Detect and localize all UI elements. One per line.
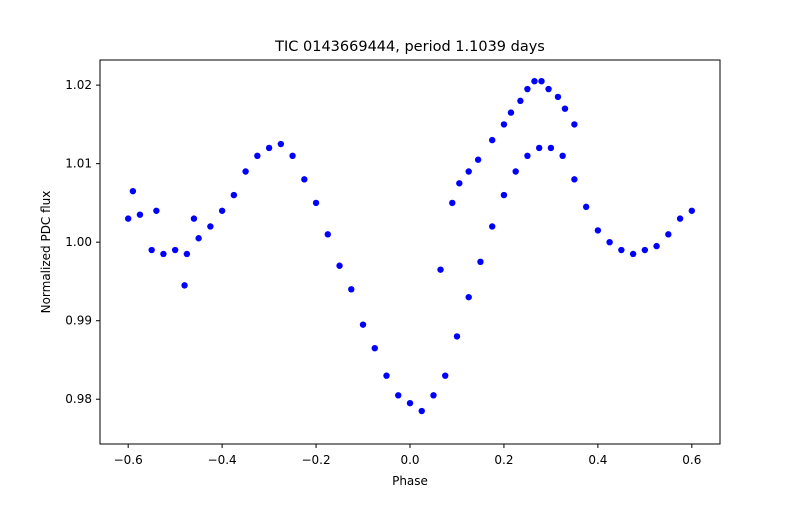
data-point bbox=[430, 392, 437, 399]
data-point bbox=[254, 152, 261, 159]
x-tick-label: 0.6 bbox=[682, 453, 701, 467]
data-point bbox=[465, 293, 472, 301]
data-point bbox=[618, 246, 625, 254]
y-tick-label: 0.98 bbox=[65, 392, 92, 406]
data-point bbox=[465, 168, 472, 175]
data-point bbox=[418, 407, 425, 415]
data-point bbox=[507, 109, 515, 116]
data-point bbox=[571, 121, 578, 128]
data-point bbox=[289, 152, 296, 159]
data-point bbox=[181, 282, 188, 289]
data-point bbox=[535, 144, 543, 152]
data-point bbox=[136, 211, 144, 218]
data-point bbox=[207, 223, 214, 230]
data-point bbox=[524, 85, 531, 93]
data-point bbox=[641, 246, 649, 254]
data-point bbox=[688, 207, 696, 214]
data-point bbox=[676, 215, 684, 222]
data-point bbox=[474, 156, 482, 163]
data-point bbox=[348, 286, 355, 293]
data-point bbox=[195, 235, 202, 242]
data-point bbox=[265, 144, 273, 152]
data-point bbox=[359, 321, 367, 328]
data-point bbox=[477, 258, 484, 266]
data-point bbox=[171, 246, 179, 254]
data-point bbox=[230, 191, 238, 199]
data-point bbox=[277, 140, 285, 148]
data-point bbox=[242, 168, 249, 175]
data-point bbox=[129, 187, 137, 195]
chart-title: TIC 0143669444, period 1.1039 days bbox=[274, 39, 545, 55]
data-point bbox=[606, 238, 613, 246]
y-axis-label: Normalized PDC flux bbox=[39, 191, 53, 314]
x-tick-label: 0.2 bbox=[494, 453, 513, 467]
data-point bbox=[218, 207, 226, 214]
data-point bbox=[406, 399, 414, 407]
data-point bbox=[489, 223, 496, 230]
data-point bbox=[561, 105, 569, 112]
data-point bbox=[124, 215, 132, 222]
data-point bbox=[582, 203, 590, 211]
data-point bbox=[395, 392, 402, 399]
data-point bbox=[324, 231, 331, 238]
y-tick-label: 1.02 bbox=[65, 78, 92, 92]
data-point bbox=[456, 180, 463, 187]
data-point bbox=[500, 191, 508, 199]
data-point bbox=[538, 78, 545, 85]
x-tick-label: −0.4 bbox=[208, 453, 237, 467]
x-tick-label: 0.4 bbox=[588, 453, 607, 467]
data-point bbox=[371, 345, 378, 352]
data-point bbox=[312, 199, 320, 207]
data-point bbox=[512, 168, 519, 175]
data-point bbox=[449, 199, 456, 207]
y-tick-label: 0.99 bbox=[65, 314, 92, 328]
y-tick-label: 1.00 bbox=[65, 235, 92, 249]
data-point bbox=[531, 78, 538, 85]
data-point bbox=[524, 152, 531, 159]
data-point bbox=[489, 136, 496, 144]
data-point bbox=[500, 121, 508, 128]
data-point bbox=[148, 246, 155, 254]
data-point bbox=[665, 231, 672, 238]
data-point bbox=[190, 215, 198, 222]
data-point bbox=[554, 93, 562, 101]
data-point bbox=[442, 372, 449, 379]
x-tick-label: −0.2 bbox=[301, 453, 330, 467]
data-point bbox=[629, 250, 637, 258]
data-point bbox=[545, 85, 552, 93]
data-point bbox=[160, 250, 167, 258]
x-axis-label: Phase bbox=[392, 474, 428, 488]
plot-area bbox=[124, 78, 696, 415]
data-point bbox=[571, 176, 578, 183]
x-axis: −0.6 −0.4 −0.2 0.0 0.2 0.4 0.6 bbox=[114, 444, 701, 467]
data-point bbox=[517, 97, 524, 105]
data-point bbox=[153, 207, 160, 214]
data-point bbox=[559, 152, 566, 159]
data-point bbox=[383, 372, 390, 379]
data-point bbox=[453, 333, 461, 340]
x-tick-label: −0.6 bbox=[114, 453, 143, 467]
data-point bbox=[336, 262, 343, 269]
data-point bbox=[301, 176, 308, 183]
x-tick-label: 0.0 bbox=[400, 453, 419, 467]
data-point bbox=[594, 227, 602, 234]
data-point bbox=[547, 144, 555, 152]
data-point bbox=[437, 266, 444, 273]
data-point bbox=[183, 250, 191, 258]
y-tick-label: 1.01 bbox=[65, 157, 92, 171]
y-axis: 0.98 0.99 1.00 1.01 1.02 bbox=[65, 78, 100, 406]
data-point bbox=[653, 242, 660, 250]
